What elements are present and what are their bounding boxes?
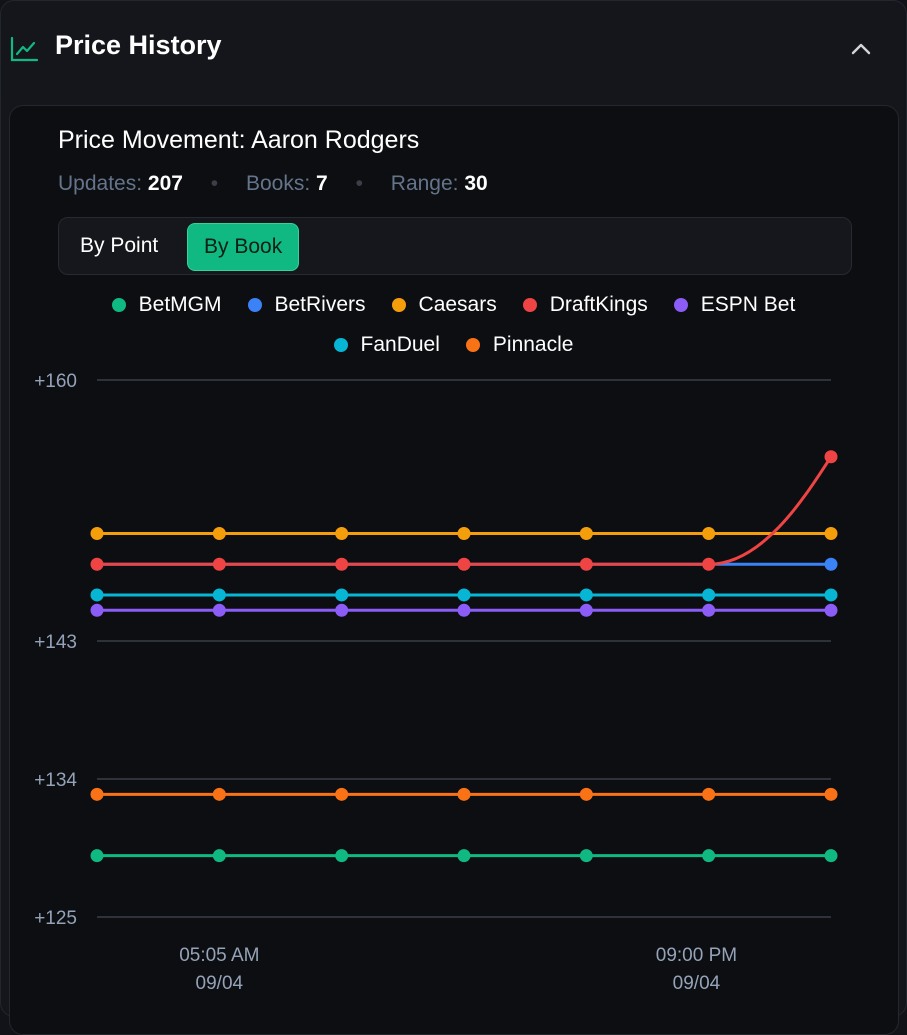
data-point-espn-bet	[335, 603, 349, 617]
legend-swatch	[247, 298, 262, 312]
legend-label: DraftKings	[549, 293, 648, 316]
data-point-fanduel	[702, 588, 716, 602]
legend-item-espn-bet[interactable]: ESPN Bet	[673, 293, 796, 317]
data-point-draftkings	[212, 557, 226, 571]
data-point-pinnacle	[90, 787, 104, 801]
data-point-fanduel	[335, 588, 349, 602]
legend-row: BetMGM BetRivers Caesars DraftKings ESPN Bet	[0, 286, 907, 324]
separator-dot: •	[210, 172, 219, 195]
stats-row: Updates: 207 • Books: 7 • Range: 30	[58, 172, 488, 196]
y-tick-label: +143	[34, 632, 77, 653]
data-point-betmgm	[212, 849, 226, 863]
legend-swatch	[465, 338, 480, 352]
data-point-caesars	[212, 527, 226, 541]
legend-row: FanDuel Pinnacle	[0, 326, 907, 364]
legend-item-pinnacle[interactable]: Pinnacle	[465, 333, 574, 357]
data-point-espn-bet	[90, 603, 104, 617]
legend-item-caesars[interactable]: Caesars	[391, 293, 497, 317]
data-point-fanduel	[579, 588, 593, 602]
data-point-pinnacle	[824, 787, 838, 801]
data-point-caesars	[824, 527, 838, 541]
legend-label: BetMGM	[138, 293, 222, 316]
data-point-espn-bet	[702, 603, 716, 617]
data-point-caesars	[579, 527, 593, 541]
legend-swatch	[333, 338, 348, 352]
separator-dot: •	[355, 172, 363, 195]
legend-item-draftkings[interactable]: DraftKings	[522, 293, 648, 317]
books-value: 7	[316, 172, 328, 195]
legend-item-fanduel[interactable]: FanDuel	[333, 333, 440, 357]
range-label: Range:	[390, 172, 459, 195]
data-point-draftkings	[824, 450, 838, 464]
data-point-espn-bet	[824, 603, 838, 617]
legend-swatch	[522, 298, 537, 312]
legend-item-betmgm[interactable]: BetMGM	[111, 293, 222, 317]
data-point-betmgm	[457, 849, 471, 863]
line-chart-icon	[10, 36, 38, 62]
x-tick-label: 09:00 PM	[656, 945, 737, 966]
view-toggle: By Point By Book	[58, 217, 852, 275]
by-point-button[interactable]: By Point	[80, 234, 159, 257]
data-point-draftkings	[457, 557, 471, 571]
data-point-pinnacle	[579, 787, 593, 801]
data-point-fanduel	[212, 588, 226, 602]
data-point-espn-bet	[579, 603, 593, 617]
data-point-draftkings	[90, 557, 104, 571]
legend-swatch	[673, 298, 688, 312]
data-point-fanduel	[824, 588, 838, 602]
data-point-pinnacle	[335, 787, 349, 801]
series-line-draftkings	[97, 455, 833, 566]
data-point-espn-bet	[457, 603, 471, 617]
x-tick-sublabel: 09/04	[196, 973, 244, 994]
legend-label: Pinnacle	[492, 333, 574, 356]
panel-title: Price History	[55, 30, 222, 60]
data-point-draftkings	[702, 557, 716, 571]
data-point-betmgm	[335, 849, 349, 863]
legend-item-betrivers[interactable]: BetRivers	[247, 293, 366, 317]
range-value: 30	[464, 172, 488, 195]
data-point-betmgm	[579, 849, 593, 863]
data-point-draftkings	[335, 557, 349, 571]
y-tick-label: +134	[34, 770, 77, 791]
data-point-caesars	[702, 527, 716, 541]
by-book-button[interactable]: By Book	[187, 223, 300, 271]
x-tick-label: 05:05 AM	[179, 945, 259, 966]
legend-label: BetRivers	[274, 293, 366, 316]
data-point-pinnacle	[457, 787, 471, 801]
data-point-caesars	[335, 527, 349, 541]
legend-label: FanDuel	[360, 333, 440, 356]
legend-label: Caesars	[418, 293, 497, 316]
data-point-fanduel	[457, 588, 471, 602]
y-tick-label: +125	[34, 908, 77, 929]
data-point-caesars	[90, 527, 104, 541]
data-point-caesars	[457, 527, 471, 541]
x-tick-sublabel: 09/04	[673, 973, 721, 994]
data-point-betmgm	[90, 849, 104, 863]
data-point-pinnacle	[702, 787, 716, 801]
updates-value: 207	[147, 172, 183, 195]
updates-label: Updates:	[58, 172, 143, 195]
data-point-betmgm	[702, 849, 716, 863]
data-point-draftkings	[579, 557, 593, 571]
books-label: Books:	[246, 172, 311, 195]
legend-swatch	[111, 298, 126, 312]
chart-legend: BetMGM BetRivers Caesars DraftKings ESPN Bet…	[0, 284, 907, 364]
data-point-espn-bet	[212, 603, 226, 617]
chart-title: Price Movement: Aaron Rodgers	[58, 126, 420, 154]
data-point-pinnacle	[212, 787, 226, 801]
panel-header[interactable]: Price History	[0, 0, 907, 100]
data-point-betmgm	[824, 849, 838, 863]
legend-label: ESPN Bet	[700, 293, 796, 316]
data-point-fanduel	[90, 588, 104, 602]
data-point-betrivers	[824, 557, 838, 571]
legend-swatch	[391, 298, 406, 312]
y-tick-label: +160	[34, 371, 77, 392]
chevron-up-icon[interactable]	[846, 34, 876, 64]
